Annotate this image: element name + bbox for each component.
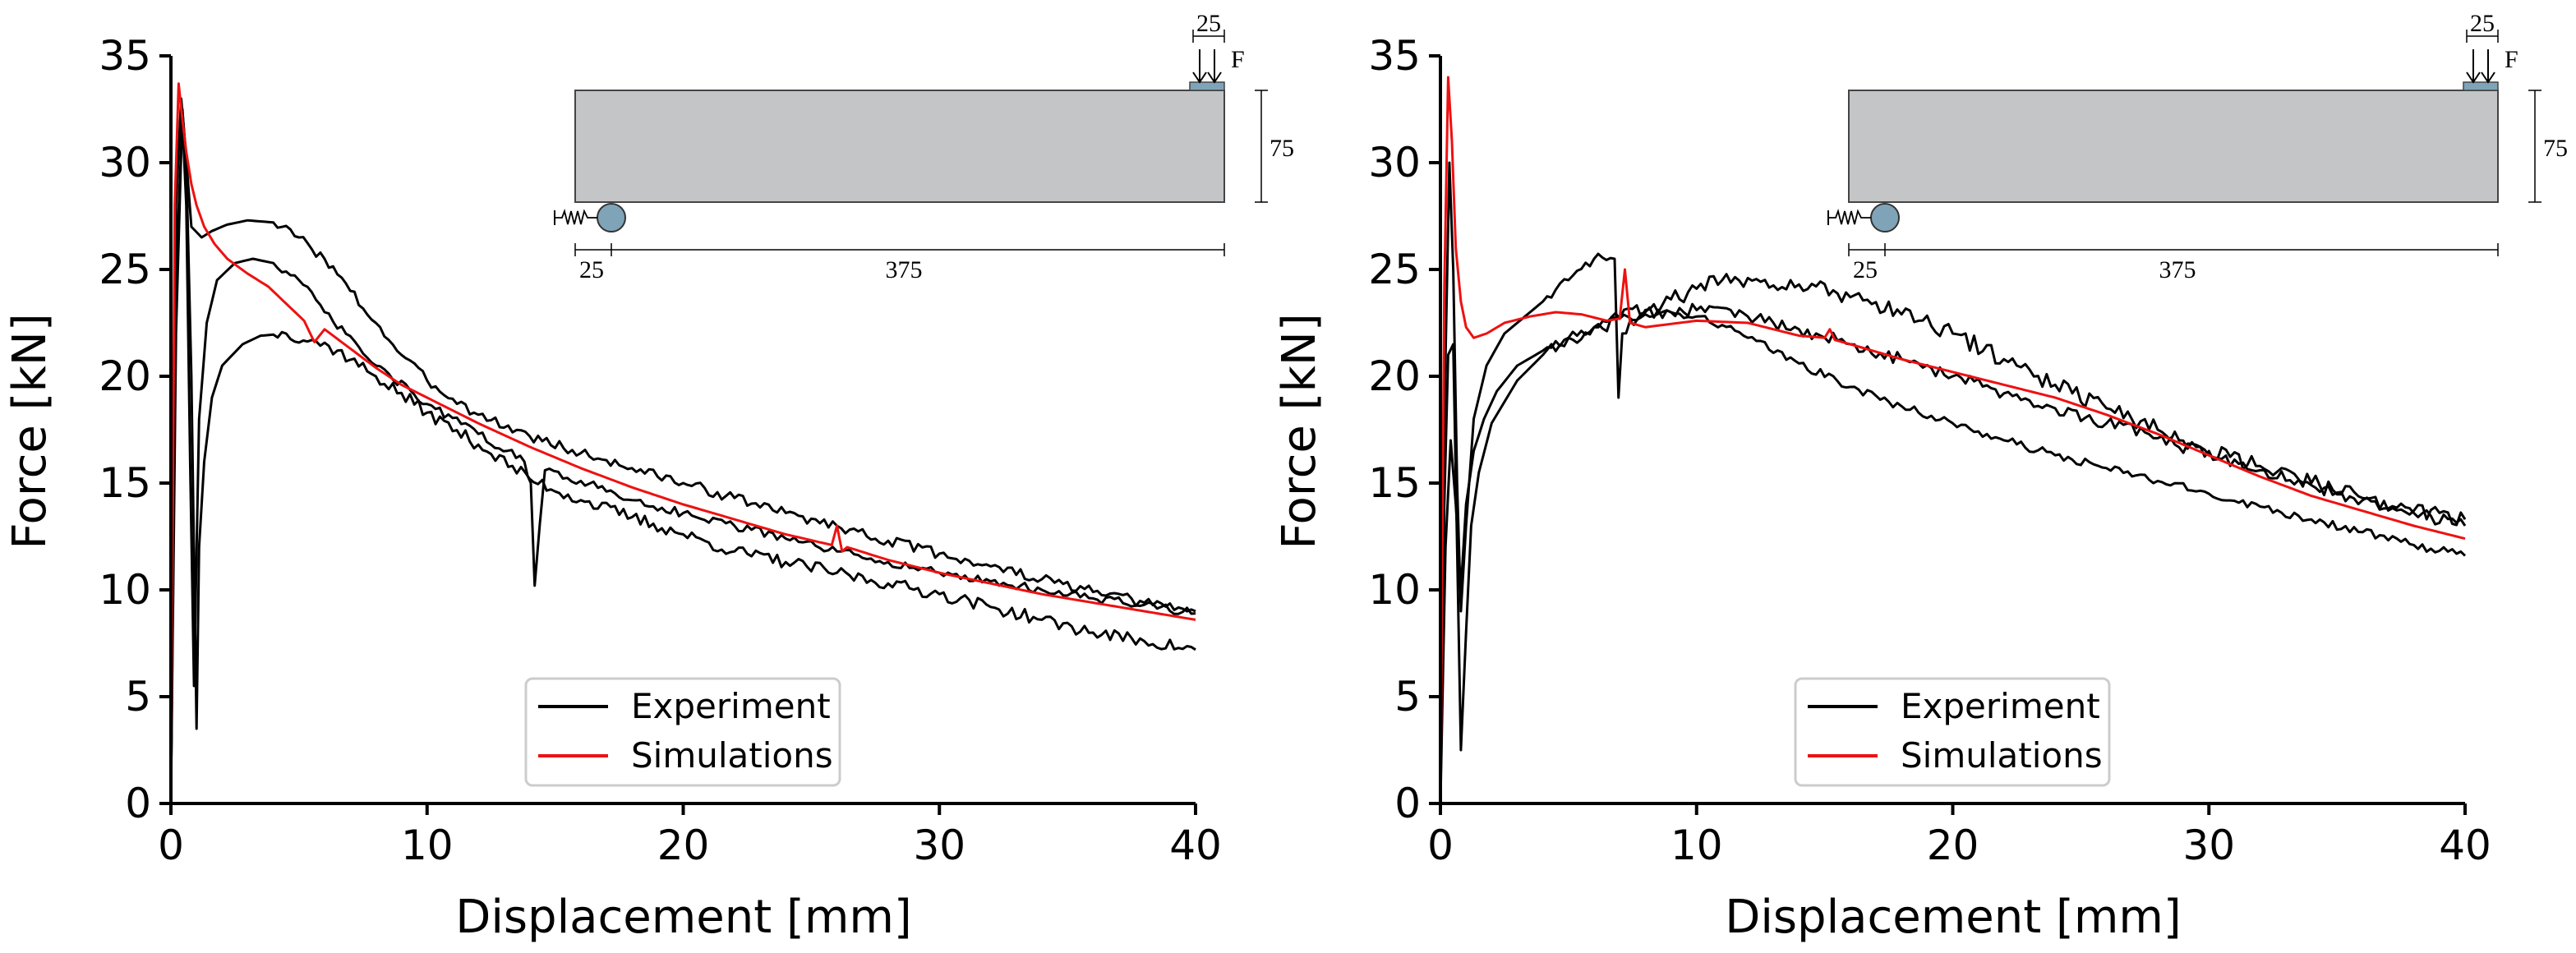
x-tick-label: 0: [1427, 822, 1454, 869]
x-tick-label: 20: [657, 822, 710, 869]
support-distance-label: 25: [1853, 256, 1878, 283]
y-tick-label: 30: [99, 139, 151, 186]
legend-label-simulations: Simulations: [1901, 735, 2103, 776]
series-line-simulations-4: [169, 82, 1196, 804]
y-axis-label: Force [kN]: [1273, 313, 1326, 549]
x-tick-label: 10: [1670, 822, 1723, 869]
y-tick-label: 5: [1394, 673, 1421, 721]
support-roller: [1870, 203, 1900, 232]
y-tick-label: 0: [125, 780, 151, 827]
y-axis-label: Force [kN]: [3, 313, 57, 549]
series-line-simulations-4: [1439, 76, 2466, 804]
beam-inset-right: 25 F 75 25 375: [1827, 10, 2568, 283]
y-tick-label: 35: [1368, 32, 1421, 80]
support-distance-label: 25: [579, 256, 604, 283]
load-plate: [1189, 81, 1225, 91]
series-line-experiment-1: [1439, 161, 2467, 804]
support-spring: [1828, 208, 1871, 225]
plot-area-right: [1439, 76, 2467, 804]
plot-area-left: [169, 82, 1196, 804]
x-tick-label: 30: [913, 822, 965, 869]
x-tick-label: 20: [1927, 822, 1979, 869]
series-line-experiment-1: [169, 97, 1196, 804]
load-label: F: [2505, 46, 2518, 73]
y-tick-label: 15: [1368, 459, 1421, 507]
axes-right: 0 5 10 15 20 25 30 35 0 10 20 30 40: [1368, 32, 2491, 869]
x-tick-label: 10: [401, 822, 454, 869]
y-tick-label: 10: [1368, 566, 1421, 614]
y-tick-label: 20: [1368, 352, 1421, 400]
x-tick-label: 30: [2182, 822, 2235, 869]
support-roller: [597, 203, 626, 232]
legend-label-simulations: Simulations: [631, 735, 833, 776]
x-axis-label: Displacement [mm]: [1725, 891, 2182, 944]
y-tick-label: 10: [99, 566, 151, 614]
x-axis-label: Displacement [mm]: [455, 891, 912, 944]
legend-label-experiment: Experiment: [1901, 686, 2100, 726]
y-tick-label: 25: [1368, 246, 1421, 293]
x-tick-label: 0: [158, 822, 184, 869]
y-tick-label: 35: [99, 32, 151, 80]
load-width-label: 25: [1196, 10, 1221, 37]
legend-label-experiment: Experiment: [631, 686, 831, 726]
y-tick-label: 30: [1368, 139, 1421, 186]
axes-left: 0 5 10 15 20 25 30 35 0 10 20 30 40: [99, 32, 1221, 869]
y-tick-label: 25: [99, 246, 151, 293]
legend-right: Experiment Simulations: [1794, 677, 2111, 787]
y-tick-label: 5: [125, 673, 151, 721]
beam-body: [574, 90, 1225, 203]
series-line-experiment-2: [169, 118, 1196, 804]
beam-height-label: 75: [2543, 135, 2568, 162]
series-line-experiment-3: [169, 108, 1196, 804]
beam-body: [1848, 90, 2499, 203]
beam-height-label: 75: [1270, 135, 1294, 162]
x-tick-label: 40: [1169, 822, 1222, 869]
y-tick-label: 0: [1394, 780, 1421, 827]
series-line-experiment-3: [1439, 309, 2467, 804]
load-width-label: 25: [2470, 10, 2495, 37]
y-tick-label: 15: [99, 459, 151, 507]
span-label: 375: [886, 256, 923, 283]
span-label: 375: [2159, 256, 2196, 283]
load-label: F: [1231, 46, 1245, 73]
beam-inset-left: 25 F 75 25 375: [554, 10, 1294, 283]
chart-right: 25 F 75 25 375 0 5 10 15 20 25 30 35 0 10 20 30 40 D…: [1273, 10, 2568, 944]
x-tick-label: 40: [2439, 822, 2491, 869]
y-tick-label: 20: [99, 352, 151, 400]
chart-left: 25 F 75 25 375 0 5 10 15 20 25 30 35 0 10 20 30 40 D…: [3, 10, 1294, 944]
support-spring: [555, 208, 597, 225]
load-plate: [2463, 81, 2499, 91]
legend-left: Experiment Simulations: [524, 677, 841, 787]
